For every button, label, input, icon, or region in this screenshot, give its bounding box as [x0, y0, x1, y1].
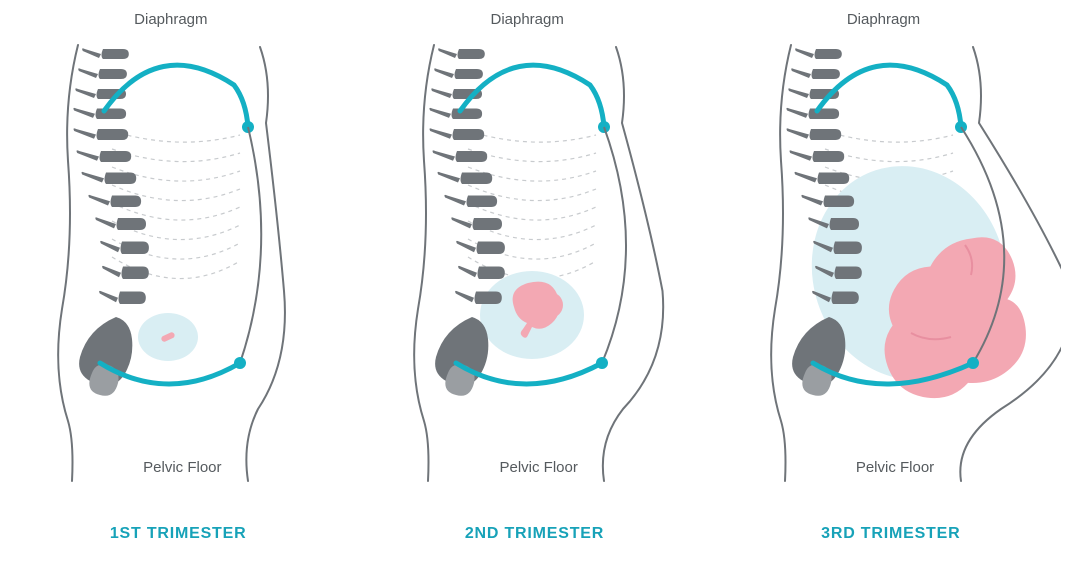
label-pelvic-floor: Pelvic Floor	[856, 459, 934, 476]
label-pelvic-floor: Pelvic Floor	[143, 459, 221, 476]
title-1st: 1ST TRIMESTER	[8, 525, 348, 543]
panel-1st-trimester: Diaphragm Pelvic Floor 1ST TRIMESTER	[8, 11, 348, 561]
panel-3rd-trimester: Diaphragm Pelvic Floor 3RD TRIMESTER	[721, 11, 1061, 561]
panel-2nd-trimester: Diaphragm Pelvic Floor 2ND TRIMESTER	[364, 11, 704, 561]
label-pelvic-floor: Pelvic Floor	[499, 459, 577, 476]
label-diaphragm: Diaphragm	[847, 11, 920, 28]
figure-3rd	[721, 41, 1061, 501]
label-diaphragm: Diaphragm	[490, 11, 563, 28]
title-3rd: 3RD TRIMESTER	[721, 525, 1061, 543]
label-diaphragm: Diaphragm	[134, 11, 207, 28]
figure-1st	[8, 41, 348, 501]
figure-2nd	[364, 41, 704, 501]
title-2nd: 2ND TRIMESTER	[364, 525, 704, 543]
